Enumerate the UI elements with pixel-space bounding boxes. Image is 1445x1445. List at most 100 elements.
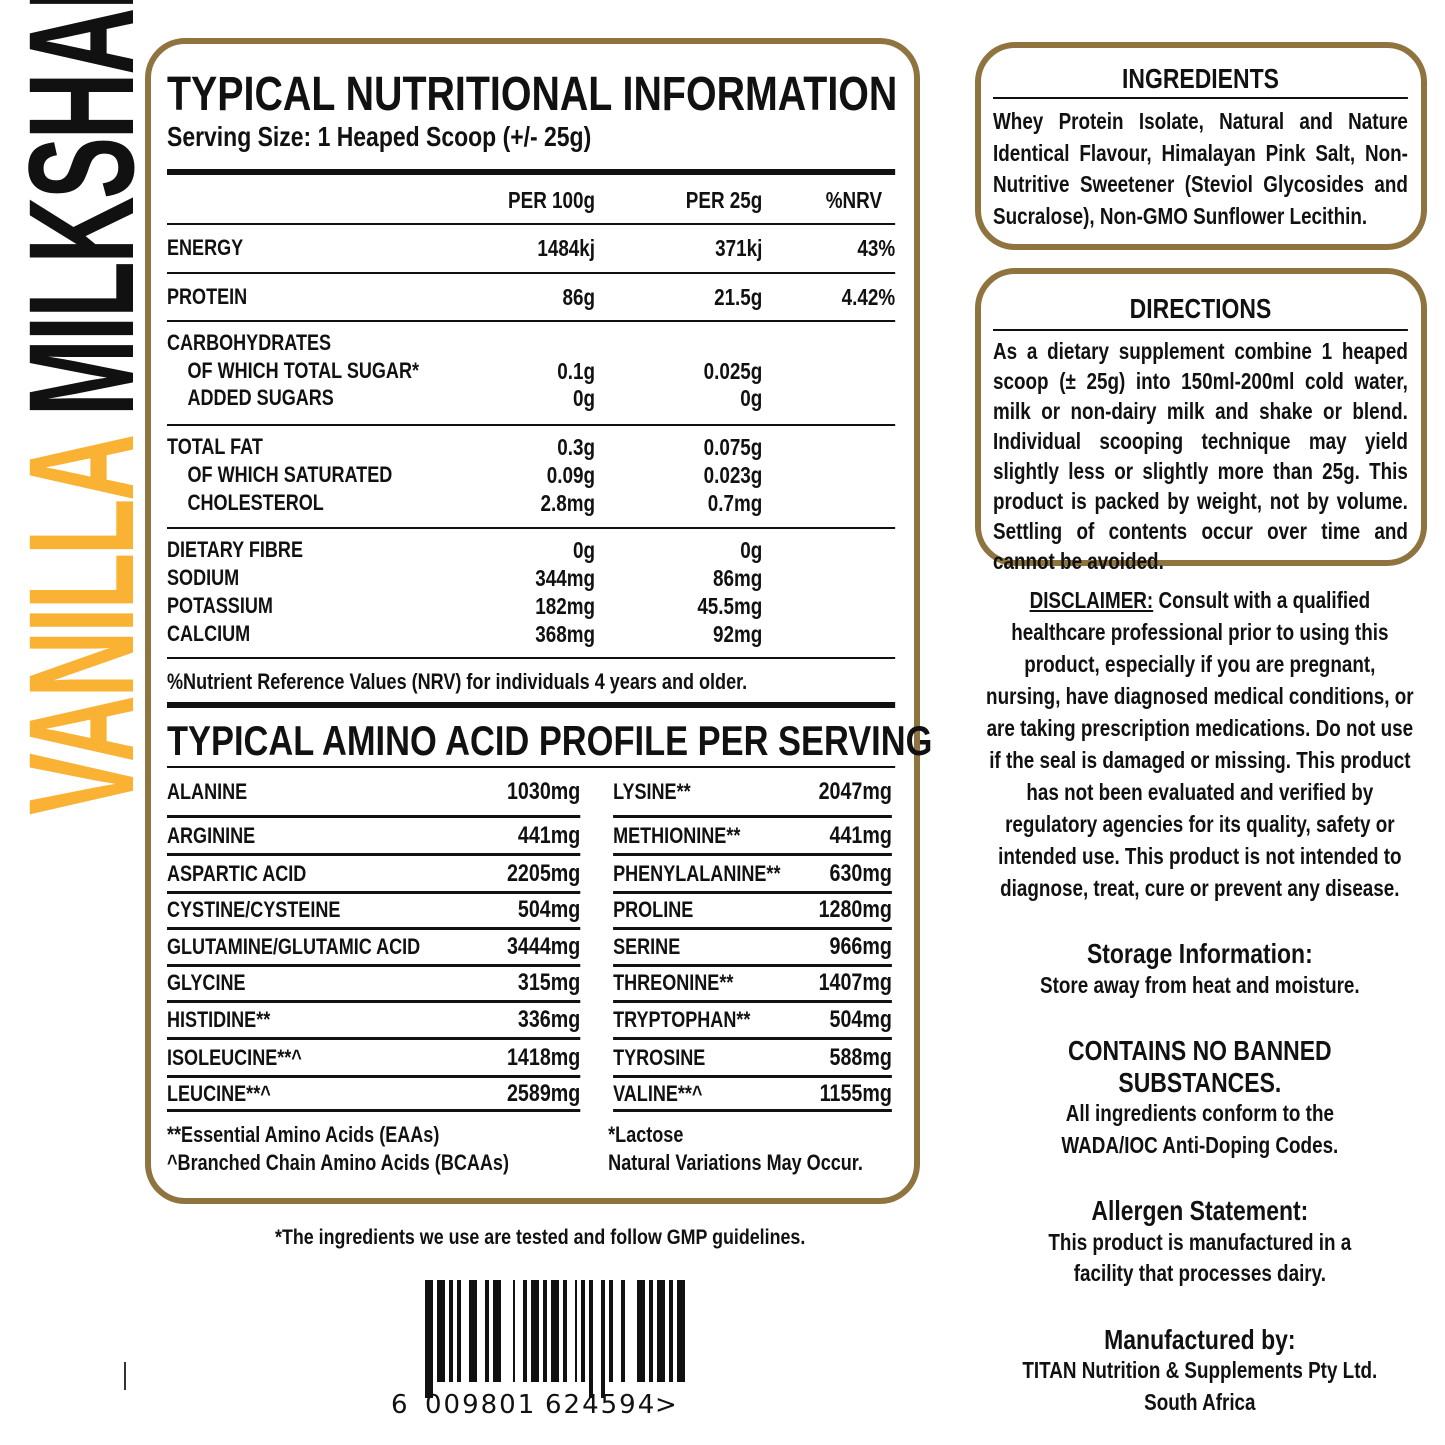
divider (167, 223, 896, 225)
nutrition-per100: 0g (573, 537, 596, 563)
divider (167, 424, 896, 426)
amino-name: PHENYLALANINE** (613, 861, 781, 886)
nutrition-row-label: SODIUM (167, 565, 240, 590)
nutrition-per100: 0.09g (546, 462, 596, 488)
barcode-bar (523, 1280, 527, 1382)
nutrition-content: TYPICAL NUTRITIONAL INFORMATION Serving … (167, 0, 932, 1200)
barcode-bar (621, 1280, 625, 1382)
divider (167, 1075, 581, 1078)
product-name: MILKSHAKE (0, 0, 165, 417)
serving-size: Serving Size: 1 Heaped Scoop (+/- 25g) (167, 121, 592, 152)
barcode-bar (589, 1280, 593, 1398)
ingredients-panel (975, 42, 1427, 250)
amino-name: TRYPTOPHAN** (613, 1007, 751, 1032)
nutrition-per25: 21.5g (714, 284, 763, 310)
nutrition-per25: 0.7mg (707, 490, 763, 516)
banned-text: All ingredients conform to the WADA/IOC … (1061, 1100, 1339, 1158)
amino-name: ALANINE (167, 779, 248, 804)
amino-name: METHIONINE** (613, 823, 741, 848)
amino-value: 504mg (517, 896, 581, 923)
amino-name: GLUTAMINE/GLUTAMIC ACID (167, 934, 421, 959)
banned-title: CONTAINS NO BANNED SUBSTANCES. (1068, 1035, 1332, 1098)
allergen-text: This product is manufactured in a facili… (1048, 1228, 1352, 1287)
amino-value: 336mg (517, 1006, 581, 1033)
storage-text: Store away from heat and moisture. (1040, 971, 1360, 998)
flavour-name: VANILLA (0, 439, 165, 815)
nutrition-per25: 45.5mg (697, 593, 763, 619)
nutrition-row-label: POTASSIUM (167, 593, 273, 618)
gmp-note: *The ingredients we use are tested and f… (275, 1226, 806, 1249)
directions-title: DIRECTIONS (1129, 293, 1272, 324)
amino-name: LYSINE** (613, 779, 691, 804)
bcaa-note: ^Branched Chain Amino Acids (BCAAs) (167, 1150, 509, 1175)
amino-name: HISTIDINE** (167, 1007, 271, 1032)
divider (613, 891, 892, 894)
nutrition-per25: 92mg (713, 621, 763, 647)
amino-value: 1155mg (819, 1080, 892, 1107)
amino-name: ARGININE (167, 823, 256, 848)
barcode-bar (551, 1280, 559, 1382)
barcode-bar (485, 1280, 489, 1382)
ingredients-content: INGREDIENTS Whey Protein Isolate, Natura… (993, 62, 1408, 232)
manufacturer-line: TITAN Nutrition & Supplements Pty Ltd. (1022, 1357, 1378, 1383)
nutrition-per25: 0g (740, 537, 763, 563)
nutrition-per100: 0.3g (557, 434, 596, 460)
amino-value: 3444mg (506, 933, 581, 960)
divider (167, 1037, 581, 1040)
amino-name: THREONINE** (613, 970, 734, 995)
header-per25: PER 25g (685, 187, 763, 213)
directions-text: As a dietary supplement combine 1 heaped… (993, 338, 1408, 574)
nutrition-panel (145, 38, 920, 1204)
amino-name: GLYCINE (167, 970, 246, 995)
barcode-bar (649, 1280, 653, 1382)
nutrition-per100: 182mg (535, 593, 596, 619)
divider (613, 853, 892, 856)
barcode-bar (657, 1280, 665, 1382)
disclaimer: DISCLAIMER: Consult with a qualified hea… (985, 584, 1415, 904)
divider (993, 97, 1408, 99)
lactose-note: *Lactose (608, 1122, 684, 1147)
nutrition-row-label: CHOLESTEROL (187, 490, 324, 515)
mark (124, 1362, 126, 1390)
divider (613, 1109, 892, 1112)
divider (613, 964, 892, 967)
variations-note: Natural Variations May Occur. (608, 1150, 863, 1175)
amino-value: 315mg (517, 969, 581, 996)
divider (167, 169, 896, 175)
disclaimer-text: Consult with a qualified healthcare prof… (986, 587, 1414, 901)
nutrition-per25: 371kj (715, 235, 763, 261)
amino-value: 504mg (829, 1006, 892, 1033)
amino-name: ASPARTIC ACID (167, 861, 307, 886)
barcode-bar (669, 1280, 673, 1382)
amino-value: 1030mg (506, 778, 581, 805)
manufacturer-country: South Africa (1144, 1388, 1256, 1415)
nutrition-per100: 368mg (535, 621, 596, 647)
divider (167, 657, 896, 659)
nrv-note: %Nutrient Reference Values (NRV) for ind… (167, 669, 748, 694)
nutrition-per100: 86g (562, 284, 596, 310)
barcode-digits-left: 009801 (425, 1390, 537, 1420)
amino-name: TYROSINE (613, 1045, 706, 1070)
nutrition-row-label: OF WHICH SATURATED (187, 462, 393, 487)
barcode-bar (563, 1280, 567, 1382)
nutrition-per25: 0.075g (703, 434, 763, 460)
divider (167, 1000, 581, 1003)
right-info: DISCLAIMER: Consult with a qualified hea… (985, 584, 1415, 1418)
barcode-bar (457, 1280, 461, 1382)
nutrition-row-label: ADDED SUGARS (187, 385, 334, 410)
divider (167, 527, 896, 529)
ingredients-text: Whey Protein Isolate, Natural and Nature… (993, 108, 1408, 229)
divider (167, 1109, 581, 1112)
barcode-bar (469, 1280, 477, 1382)
nutrition-per100: 1484kj (537, 235, 596, 261)
nutrition-row-label: OF WHICH TOTAL SUGAR* (187, 358, 420, 383)
nutrition-per100: 344mg (535, 565, 596, 591)
divider (613, 1000, 892, 1003)
divider (167, 766, 896, 768)
storage-title: Storage Information: (1086, 938, 1313, 969)
divider (613, 1075, 892, 1078)
barcode-bar (677, 1280, 685, 1382)
amino-value: 966mg (829, 933, 892, 960)
divider (167, 702, 896, 708)
nutrition-per25: 86mg (713, 565, 763, 591)
